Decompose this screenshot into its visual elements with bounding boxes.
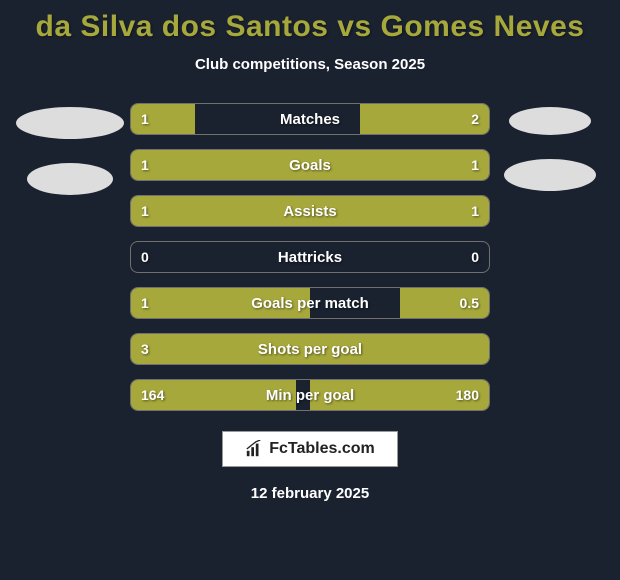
stat-row: 10.5Goals per match bbox=[130, 287, 490, 319]
date-text: 12 february 2025 bbox=[251, 485, 369, 502]
avatar bbox=[509, 107, 591, 135]
comparison-container: da Silva dos Santos vs Gomes Neves Club … bbox=[0, 0, 620, 580]
stat-row: 3Shots per goal bbox=[130, 333, 490, 365]
stat-row: 12Matches bbox=[130, 103, 490, 135]
stat-label: Matches bbox=[131, 104, 489, 134]
stat-label: Hattricks bbox=[131, 242, 489, 272]
stat-label: Assists bbox=[131, 196, 489, 226]
content-row: 12Matches 11Goals 11Assists 00Hattricks 10.5… bbox=[0, 103, 620, 411]
avatar-column-left bbox=[10, 103, 130, 195]
stat-row: 11Goals bbox=[130, 149, 490, 181]
avatar-column-right bbox=[490, 103, 610, 191]
avatar bbox=[27, 163, 113, 195]
chart-icon bbox=[245, 440, 263, 458]
logo-text: FcTables.com bbox=[269, 440, 375, 458]
page-title: da Silva dos Santos vs Gomes Neves bbox=[36, 10, 585, 44]
subtitle: Club competitions, Season 2025 bbox=[195, 56, 425, 73]
stat-row: 11Assists bbox=[130, 195, 490, 227]
stat-row: 00Hattricks bbox=[130, 241, 490, 273]
avatar bbox=[504, 159, 596, 191]
stat-row: 164180Min per goal bbox=[130, 379, 490, 411]
stat-label: Goals per match bbox=[131, 288, 489, 318]
stats-column: 12Matches 11Goals 11Assists 00Hattricks 10.5… bbox=[130, 103, 490, 411]
avatar bbox=[16, 107, 124, 139]
logo-badge[interactable]: FcTables.com bbox=[222, 431, 398, 467]
stat-label: Shots per goal bbox=[131, 334, 489, 364]
stat-label: Min per goal bbox=[131, 380, 489, 410]
stat-label: Goals bbox=[131, 150, 489, 180]
